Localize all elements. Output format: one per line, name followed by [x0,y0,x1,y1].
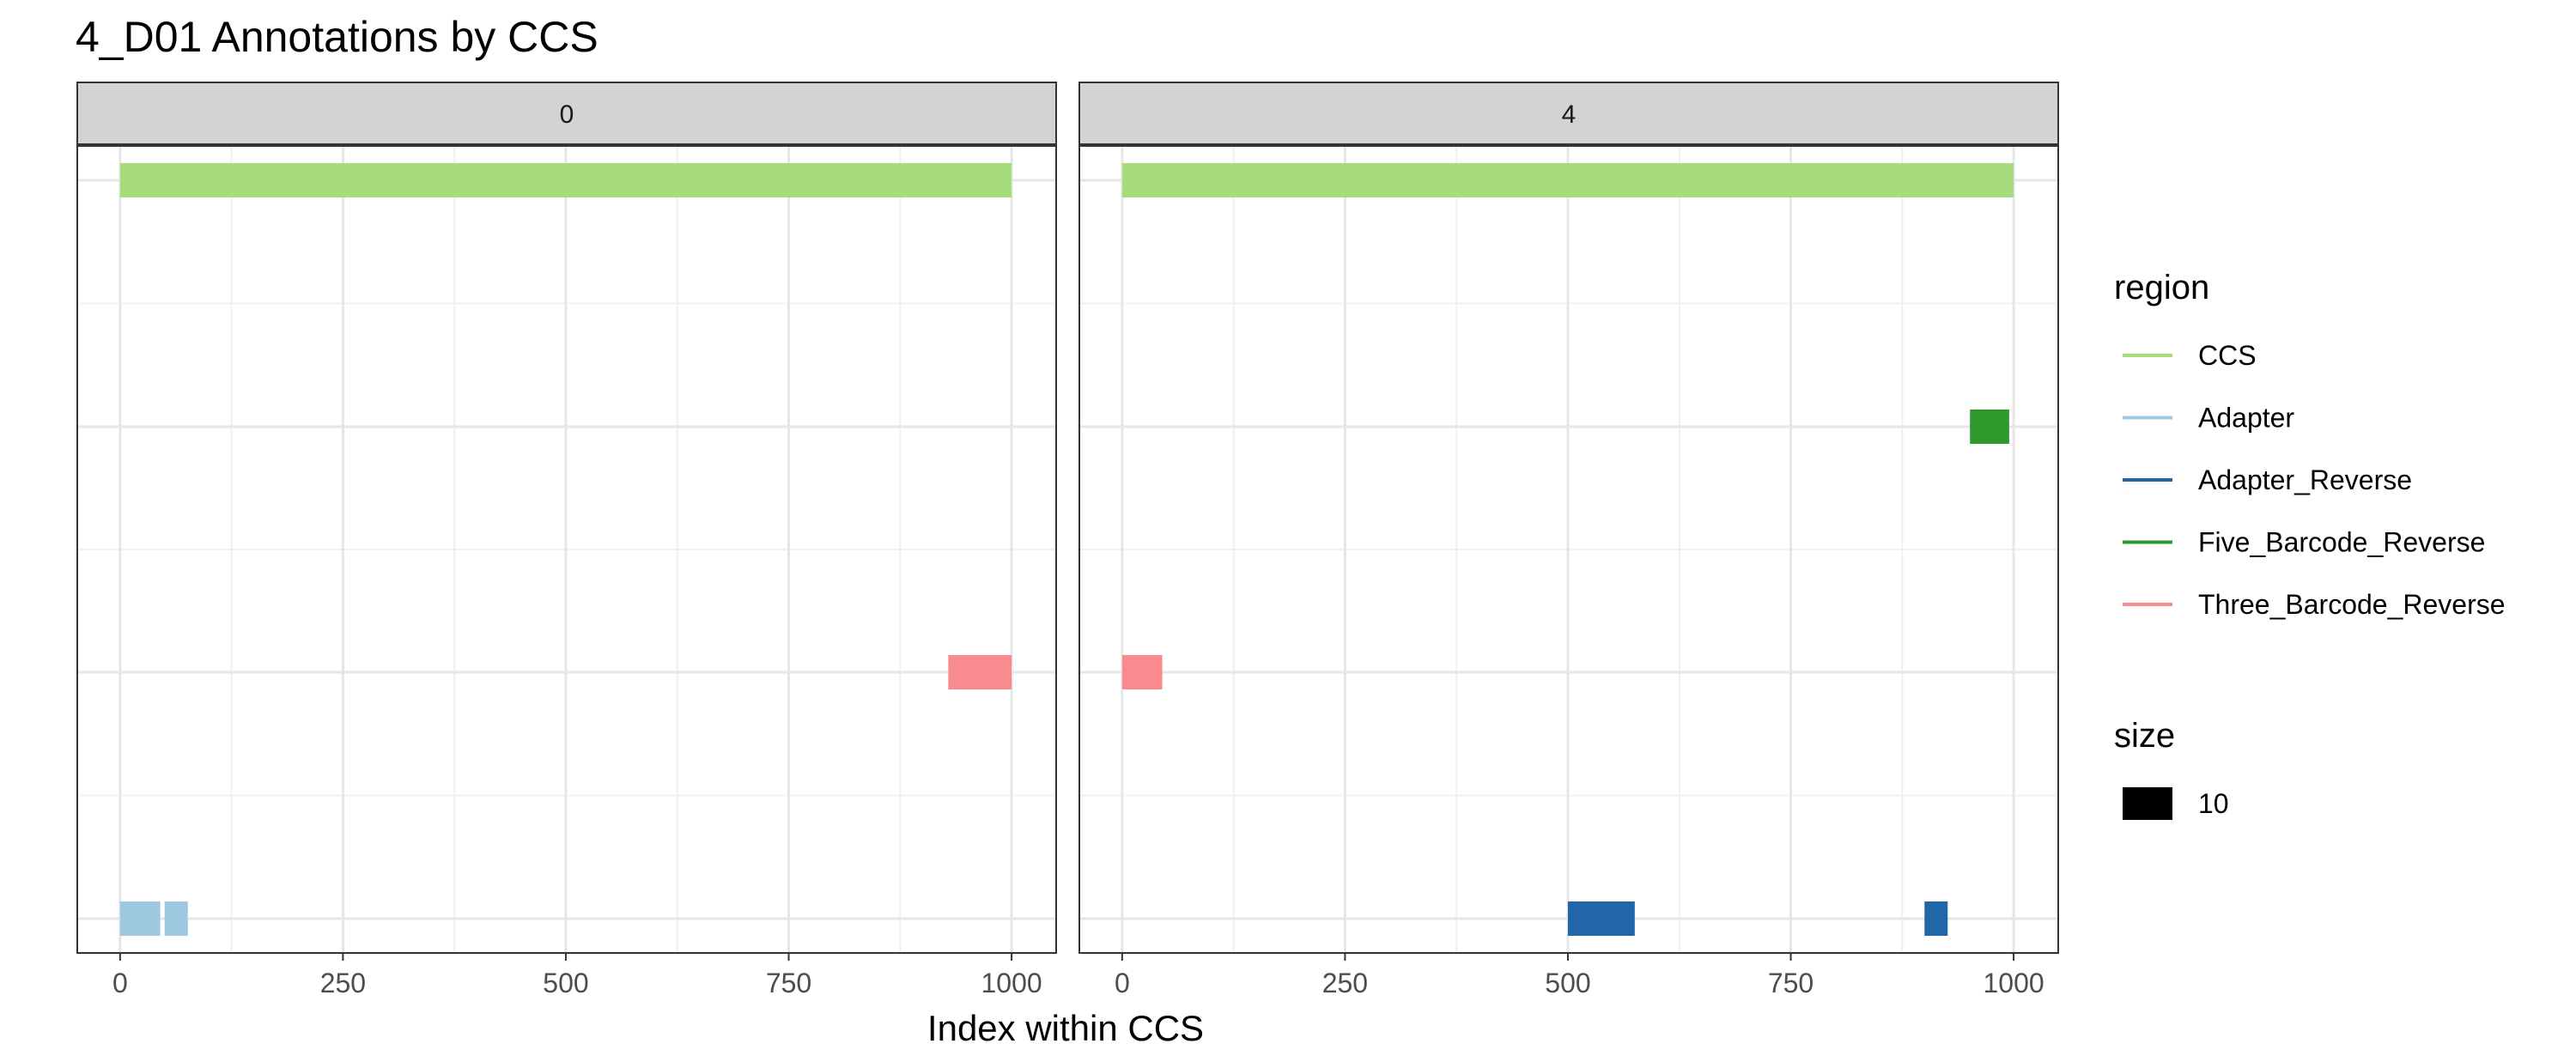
legend-label-three-barcode-reverse: Three_Barcode_Reverse [2198,589,2506,620]
legend-label-five-barcode-reverse: Five_Barcode_Reverse [2198,527,2485,558]
x-tick-label: 1000 [1983,968,2044,998]
facet-panels: 0 0 250 500 750 1000 4 0 250 500 750 1000 [76,82,2059,998]
legend-title-region: region [2114,269,2209,306]
x-tick-label: 0 [112,968,128,998]
facet-strip [1078,82,2059,145]
legend-size-key [2123,787,2172,820]
legend-label-adapter-reverse: Adapter_Reverse [2198,464,2412,495]
legend-size-label: 10 [2198,788,2229,819]
panel-border [76,145,1057,954]
x-tick-label: 500 [543,968,588,998]
x-tick-label: 250 [1322,968,1368,998]
x-tick-label: 0 [1115,968,1130,998]
segment-ccs [119,163,1012,197]
facet-panel-4: 4 0 250 500 750 1000 [1078,82,2059,998]
facet-strip-label: 0 [560,100,574,129]
legend-title-size: size [2114,717,2175,755]
x-tick-label: 1000 [981,968,1042,998]
segment-adapter [164,901,188,936]
chart-title: 4_D01 Annotations by CCS [76,13,598,61]
x-tick-label: 750 [1768,968,1814,998]
facet-strip [76,82,1057,145]
segment-ccs [1121,163,2014,197]
panel-border [1078,145,2059,954]
x-tick-label: 250 [320,968,366,998]
legend: region CCS Adapter Adapter_Reverse Five_Barc… [2114,269,2506,820]
legend-label-adapter: Adapter [2198,403,2294,434]
segment-adapter [119,901,161,936]
segment-adapter-reverse [1924,901,1948,936]
facet-panel-0: 0 0 250 500 750 1000 [76,82,1057,998]
segment-three-barcode-reverse [948,655,1012,689]
x-tick-label: 500 [1545,968,1590,998]
legend-label-ccs: CCS [2198,340,2257,371]
segment-five-barcode-reverse [1970,410,2009,444]
facet-strip-label: 4 [1562,100,1577,129]
segment-three-barcode-reverse [1121,655,1163,689]
x-tick-label: 750 [766,968,811,998]
segment-adapter-reverse [1567,901,1635,936]
x-axis-title: Index within CCS [927,1008,1204,1048]
